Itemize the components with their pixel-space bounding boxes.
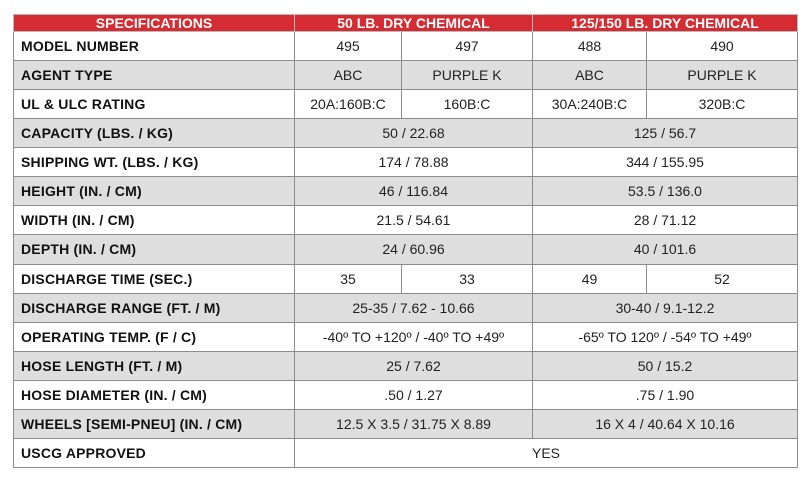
cell-value: 46 / 116.84 (294, 176, 533, 207)
row-hose-diameter: HOSE DIAMETER (IN. / CM) .50 / 1.27 .75 … (13, 379, 798, 410)
cell-value: 53.5 / 136.0 (532, 176, 798, 207)
row-depth: DEPTH (IN. / CM) 24 / 60.96 40 / 101.6 (13, 234, 798, 265)
cell-value: PURPLE K (401, 60, 533, 91)
cell-value: -65º TO 120º / -54º TO +49º (532, 321, 798, 352)
header-specifications: SPECIFICATIONS (13, 14, 295, 32)
cell-value: -40º TO +120º / -40º TO +49º (294, 321, 533, 352)
row-label: AGENT TYPE (13, 60, 295, 91)
row-discharge-time: DISCHARGE TIME (SEC.) 35 33 49 52 (13, 263, 798, 294)
cell-value: 344 / 155.95 (532, 147, 798, 178)
specifications-table: SPECIFICATIONS 50 LB. DRY CHEMICAL 125/1… (13, 14, 798, 469)
cell-value: 497 (401, 30, 533, 62)
row-label: HOSE LENGTH (FT. / M) (13, 350, 295, 381)
cell-value: .50 / 1.27 (294, 379, 533, 410)
cell-value: .75 / 1.90 (532, 379, 798, 410)
cell-value: 30A:240B:C (532, 89, 647, 120)
row-shipping-weight: SHIPPING WT. (LBS. / KG) 174 / 78.88 344… (13, 147, 798, 178)
row-label: DISCHARGE RANGE (FT. / M) (13, 292, 295, 323)
cell-value: 40 / 101.6 (532, 234, 798, 265)
row-label: DISCHARGE TIME (SEC.) (13, 263, 295, 294)
header-row: SPECIFICATIONS 50 LB. DRY CHEMICAL 125/1… (13, 14, 798, 32)
cell-value: 33 (401, 263, 533, 294)
cell-value: ABC (532, 60, 647, 91)
cell-value: 28 / 71.12 (532, 205, 798, 236)
row-label: WHEELS [SEMI-PNEU] (IN. / CM) (13, 408, 295, 439)
row-label: USCG APPROVED (13, 437, 295, 469)
cell-value: 12.5 X 3.5 / 31.75 X 8.89 (294, 408, 533, 439)
row-hose-length: HOSE LENGTH (FT. / M) 25 / 7.62 50 / 15.… (13, 350, 798, 381)
cell-value: 174 / 78.88 (294, 147, 533, 178)
cell-value: 50 / 22.68 (294, 118, 533, 149)
cell-value: 25 / 7.62 (294, 350, 533, 381)
cell-value: 52 (646, 263, 798, 294)
row-label: SHIPPING WT. (LBS. / KG) (13, 147, 295, 178)
row-discharge-range: DISCHARGE RANGE (FT. / M) 25-35 / 7.62 -… (13, 292, 798, 323)
row-model-number: MODEL NUMBER 495 497 488 490 (13, 30, 798, 62)
row-capacity: CAPACITY (LBS. / KG) 50 / 22.68 125 / 56… (13, 118, 798, 149)
row-uscg-approved: USCG APPROVED YES (13, 437, 798, 469)
cell-value: 495 (294, 30, 402, 62)
row-operating-temp: OPERATING TEMP. (F / C) -40º TO +120º / … (13, 321, 798, 352)
row-label: WIDTH (IN. / CM) (13, 205, 295, 236)
cell-value: PURPLE K (646, 60, 798, 91)
row-width: WIDTH (IN. / CM) 21.5 / 54.61 28 / 71.12 (13, 205, 798, 236)
cell-value: 25-35 / 7.62 - 10.66 (294, 292, 533, 323)
row-label: MODEL NUMBER (13, 30, 295, 62)
row-label: HOSE DIAMETER (IN. / CM) (13, 379, 295, 410)
header-125-150lb-dry-chemical: 125/150 LB. DRY CHEMICAL (532, 14, 798, 32)
row-ul-ulc-rating: UL & ULC RATING 20A:160B:C 160B:C 30A:24… (13, 89, 798, 120)
row-label: HEIGHT (IN. / CM) (13, 176, 295, 207)
row-label: CAPACITY (LBS. / KG) (13, 118, 295, 149)
cell-value: 50 / 15.2 (532, 350, 798, 381)
row-agent-type: AGENT TYPE ABC PURPLE K ABC PURPLE K (13, 60, 798, 91)
cell-value: 21.5 / 54.61 (294, 205, 533, 236)
cell-value: 49 (532, 263, 647, 294)
cell-value: 16 X 4 / 40.64 X 10.16 (532, 408, 798, 439)
header-50lb-dry-chemical: 50 LB. DRY CHEMICAL (294, 14, 533, 32)
cell-value: 488 (532, 30, 647, 62)
row-label: DEPTH (IN. / CM) (13, 234, 295, 265)
cell-value: 160B:C (401, 89, 533, 120)
row-label: OPERATING TEMP. (F / C) (13, 321, 295, 352)
cell-value: ABC (294, 60, 402, 91)
row-wheels: WHEELS [SEMI-PNEU] (IN. / CM) 12.5 X 3.5… (13, 408, 798, 439)
cell-value: 35 (294, 263, 402, 294)
cell-value: YES (294, 437, 798, 469)
row-height: HEIGHT (IN. / CM) 46 / 116.84 53.5 / 136… (13, 176, 798, 207)
cell-value: 24 / 60.96 (294, 234, 533, 265)
cell-value: 20A:160B:C (294, 89, 402, 120)
cell-value: 490 (646, 30, 798, 62)
cell-value: 125 / 56.7 (532, 118, 798, 149)
cell-value: 320B:C (646, 89, 798, 120)
cell-value: 30-40 / 9.1-12.2 (532, 292, 798, 323)
row-label: UL & ULC RATING (13, 89, 295, 120)
